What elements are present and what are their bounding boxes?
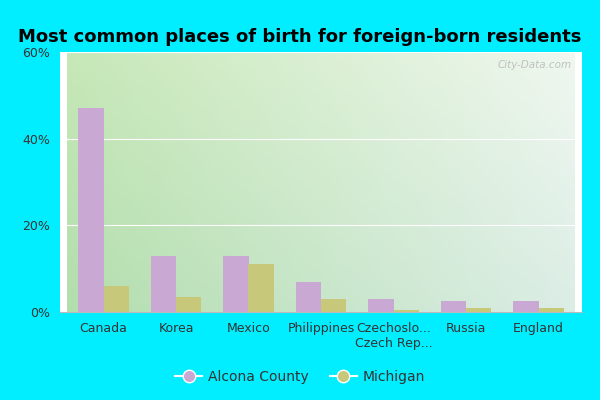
Bar xyxy=(466,308,491,312)
Bar xyxy=(248,264,274,312)
Bar xyxy=(104,286,129,312)
Bar xyxy=(394,310,419,312)
Bar xyxy=(539,308,564,312)
Text: Most common places of birth for foreign-born residents: Most common places of birth for foreign-… xyxy=(19,28,581,46)
Bar xyxy=(78,108,104,312)
Bar xyxy=(513,301,539,312)
Bar xyxy=(223,256,248,312)
Bar xyxy=(321,299,346,312)
Bar xyxy=(151,256,176,312)
Bar xyxy=(296,282,321,312)
Legend: Alcona County, Michigan: Alcona County, Michigan xyxy=(169,364,431,389)
Bar xyxy=(368,299,394,312)
Bar xyxy=(440,301,466,312)
Text: City-Data.com: City-Data.com xyxy=(497,60,572,70)
Bar xyxy=(176,297,202,312)
